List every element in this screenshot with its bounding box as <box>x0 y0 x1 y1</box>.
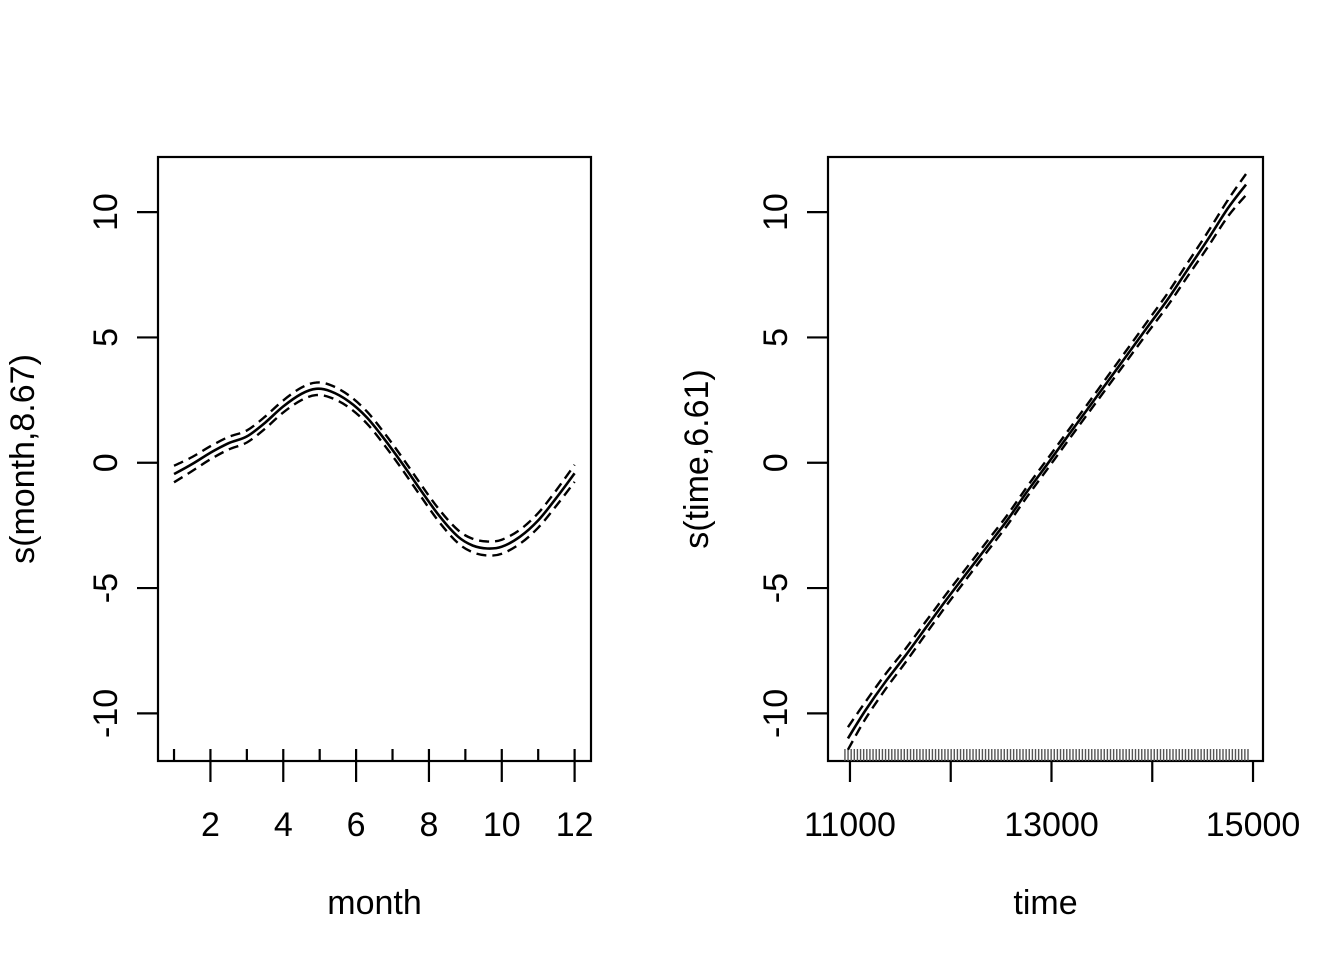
x-tick-label: 4 <box>274 806 293 844</box>
x-tick-label: 13000 <box>1004 806 1099 844</box>
fit-line <box>846 183 1248 740</box>
y-tick-label: -5 <box>757 573 795 603</box>
rug <box>172 749 576 761</box>
y-tick-label: -10 <box>87 689 125 738</box>
y-axis-label: s(time,6.61) <box>678 369 716 549</box>
y-tick-label: -5 <box>87 573 125 603</box>
y-tick-label: -10 <box>757 689 795 738</box>
y-tick-label: 0 <box>757 453 795 472</box>
ci-upper-line <box>173 381 576 543</box>
ci-lower-line <box>846 194 1247 751</box>
x-tick-label: 2 <box>201 806 220 844</box>
y-tick-label: 10 <box>87 193 125 231</box>
ci-lower-line <box>173 393 576 557</box>
y-tick-label: 5 <box>87 328 125 347</box>
right-panel: 11000 13000 15000 -10 -5 0 5 10 time s(time,6.61) <box>678 155 1301 922</box>
fit-line <box>173 387 576 550</box>
y-tick-label: 0 <box>87 453 125 472</box>
x-tick-label: 10 <box>483 806 521 844</box>
x-tick-label: 6 <box>347 806 366 844</box>
x-tick-label: 12 <box>556 806 594 844</box>
x-tick-label: 8 <box>419 806 438 844</box>
x-axis-label: time <box>1013 884 1077 922</box>
plot-box <box>156 155 593 763</box>
x-axis-label: month <box>327 884 422 922</box>
x-tick-label: 15000 <box>1206 806 1301 844</box>
y-tick-label: 10 <box>757 193 795 231</box>
left-panel: 2 4 6 8 10 12 -10 -5 0 5 10 month s(month,8.67) <box>4 155 594 922</box>
ci-upper-line <box>846 173 1247 728</box>
y-axis-label: s(month,8.67) <box>4 354 42 564</box>
rug <box>844 749 1249 761</box>
x-tick-label: 11000 <box>804 806 896 844</box>
y-tick-label: 5 <box>757 328 795 347</box>
